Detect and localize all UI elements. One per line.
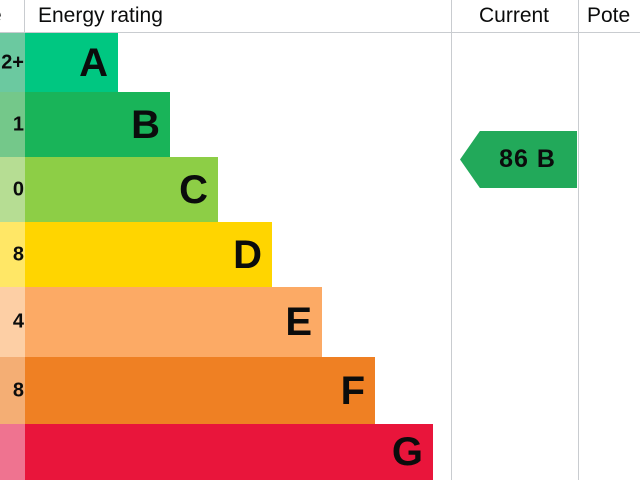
energy-band-row-g: G — [0, 424, 451, 480]
band-bar-d: D — [25, 222, 272, 287]
header-current-column: Current — [478, 4, 550, 27]
current-rating-value: 86 B — [499, 145, 556, 173]
band-letter-a: A — [79, 40, 108, 85]
band-score-text: 8 — [12, 379, 24, 401]
band-score-range-f: 8 — [0, 357, 25, 424]
table-header-row: e Energy rating Current Pote — [0, 0, 640, 33]
band-score-range-d: 8 — [0, 222, 25, 287]
column-divider-current — [451, 0, 452, 480]
band-letter-c: C — [179, 167, 208, 212]
header-potential-column: Pote — [587, 4, 631, 27]
band-letter-g: G — [391, 430, 423, 474]
band-score-text: 0 — [12, 178, 24, 200]
band-bar-g: G — [25, 424, 433, 480]
band-letter-d: D — [233, 232, 262, 277]
header-score-column: e — [0, 0, 24, 32]
band-bar-a: A — [25, 33, 118, 92]
band-letter-e: E — [285, 300, 312, 344]
band-score-text: 8 — [12, 243, 24, 265]
band-score-text: 4 — [12, 310, 24, 333]
band-score-range-b: 1 — [0, 92, 25, 157]
band-score-text: 2+ — [1, 51, 24, 73]
energy-band-chart: 2+ A 1 B 0 C 8 D 4 E 8 F G 86 B — [0, 33, 640, 480]
energy-band-row-a: 2+ A — [0, 33, 451, 92]
band-score-range-g — [0, 424, 25, 480]
band-score-range-a: 2+ — [0, 33, 25, 92]
band-letter-f: F — [340, 368, 365, 413]
band-bar-e: E — [25, 287, 322, 357]
band-score-range-e: 4 — [0, 287, 25, 357]
column-divider-potential — [578, 0, 579, 480]
band-bar-f: F — [25, 357, 375, 424]
current-rating-arrow: 86 B — [460, 131, 577, 188]
band-bar-c: C — [25, 157, 218, 222]
band-bar-b: B — [25, 92, 170, 157]
header-energy-rating: Energy rating — [38, 4, 163, 27]
band-score-range-c: 0 — [0, 157, 25, 222]
band-score-text: 1 — [12, 113, 24, 135]
band-letter-b: B — [131, 102, 160, 147]
